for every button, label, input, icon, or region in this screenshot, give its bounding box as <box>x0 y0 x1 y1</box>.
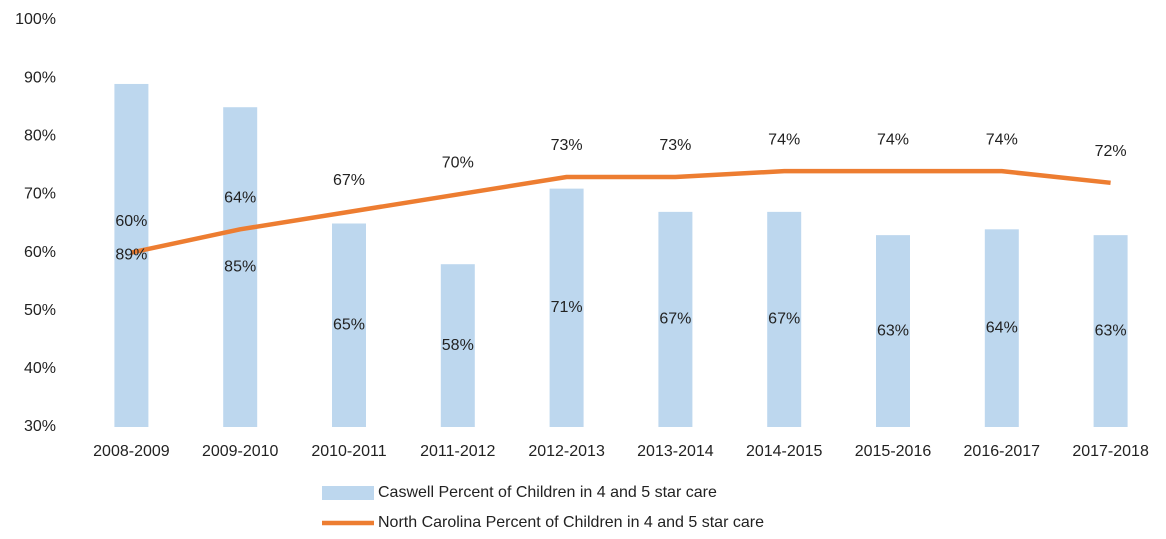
data-label: 70% <box>442 155 474 172</box>
data-label: 64% <box>224 190 256 207</box>
x-tick-label: 2013-2014 <box>637 443 714 460</box>
y-tick-label: 80% <box>24 128 56 145</box>
legend-label: Caswell Percent of Children in 4 and 5 s… <box>378 484 717 501</box>
data-label: 64% <box>986 319 1018 336</box>
data-label: 74% <box>877 131 909 148</box>
bar <box>658 211 693 427</box>
x-tick-label: 2008-2009 <box>93 443 170 460</box>
bar <box>114 83 149 427</box>
data-label: 85% <box>224 258 256 275</box>
y-tick-label: 70% <box>24 186 56 203</box>
y-tick-label: 60% <box>24 244 56 261</box>
bar <box>440 264 475 427</box>
bar <box>1093 235 1128 427</box>
data-label: 67% <box>659 311 691 328</box>
data-label: 58% <box>442 337 474 354</box>
x-tick-label: 2012-2013 <box>528 443 605 460</box>
bar <box>332 223 366 427</box>
data-label: 89% <box>115 247 147 264</box>
bar <box>549 188 584 427</box>
x-tick-label: 2016-2017 <box>964 443 1041 460</box>
x-tick-label: 2014-2015 <box>746 443 823 460</box>
data-label: 73% <box>659 137 691 154</box>
y-tick-label: 30% <box>24 418 56 435</box>
bar <box>984 229 1019 427</box>
data-label: 71% <box>551 299 583 316</box>
bar <box>876 235 910 427</box>
data-label: 65% <box>333 316 365 333</box>
y-tick-label: 40% <box>24 360 56 377</box>
data-label: 73% <box>551 137 583 154</box>
data-label: 72% <box>1095 143 1127 160</box>
data-label: 74% <box>986 131 1018 148</box>
x-tick-label: 2011-2012 <box>420 443 495 460</box>
x-tick-label: 2015-2016 <box>855 443 932 460</box>
x-tick-label: 2009-2010 <box>202 443 279 460</box>
data-label: 74% <box>768 131 800 148</box>
bar <box>223 107 258 427</box>
data-label: 60% <box>115 213 147 230</box>
line <box>130 168 1111 255</box>
legend-swatch <box>322 486 374 500</box>
data-label: 67% <box>768 311 800 328</box>
y-tick-label: 90% <box>24 69 56 86</box>
y-tick-label: 100% <box>15 11 56 28</box>
x-tick-label: 2017-2018 <box>1072 443 1149 460</box>
data-label: 63% <box>877 322 909 339</box>
bar <box>767 211 802 427</box>
y-tick-label: 50% <box>24 302 56 319</box>
legend-label: North Carolina Percent of Children in 4 … <box>378 514 764 531</box>
data-label: 67% <box>333 172 365 189</box>
data-label: 63% <box>1095 322 1127 339</box>
x-tick-label: 2010-2011 <box>311 443 386 460</box>
